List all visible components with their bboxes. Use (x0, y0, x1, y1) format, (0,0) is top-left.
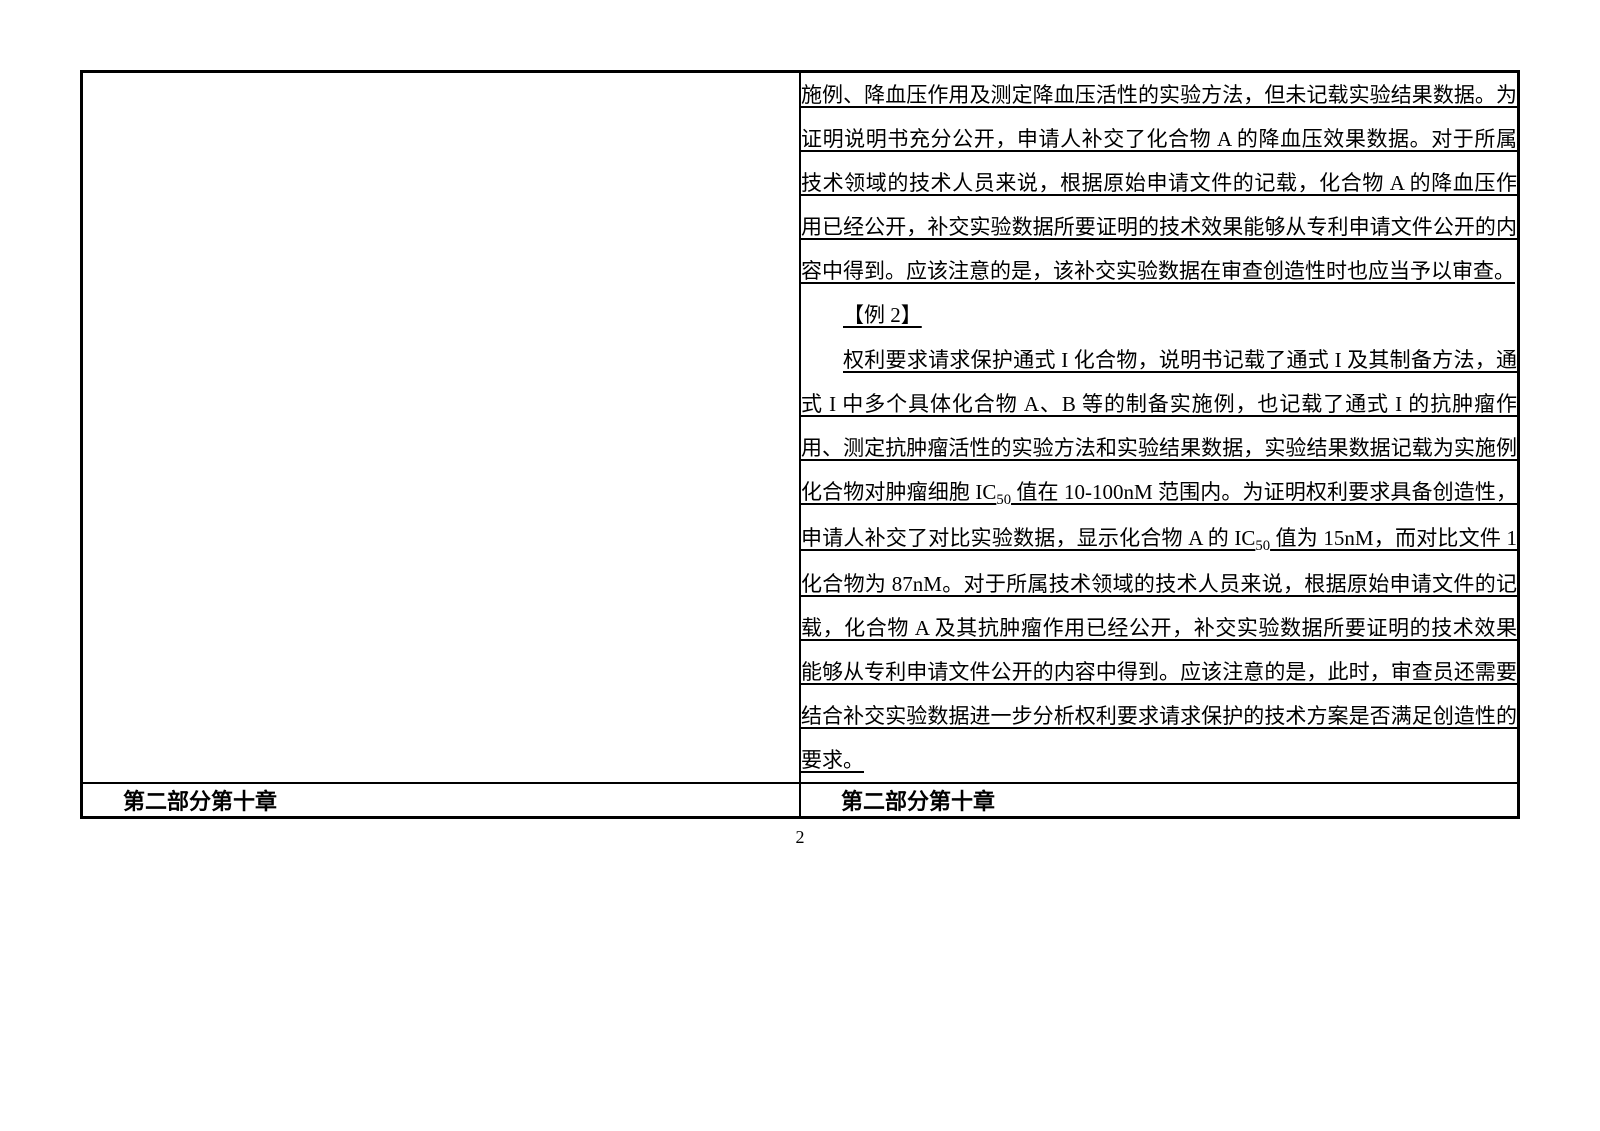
heading-row: 第二部分第十章 第二部分第十章 (82, 783, 1519, 818)
paragraph: 施例、降血压作用及测定降血压活性的实验方法，但未记载实验结果数据。为证明说明书充… (801, 73, 1517, 293)
content-row: 施例、降血压作用及测定降血压活性的实验方法，但未记载实验结果数据。为证明说明书充… (82, 72, 1519, 784)
left-heading-cell: 第二部分第十章 (82, 783, 801, 818)
comparison-table: 施例、降血压作用及测定降血压活性的实验方法，但未记载实验结果数据。为证明说明书充… (80, 70, 1520, 819)
page-number: 2 (80, 827, 1520, 848)
left-cell (82, 72, 801, 784)
right-cell: 施例、降血压作用及测定降血压活性的实验方法，但未记载实验结果数据。为证明说明书充… (800, 72, 1519, 784)
left-heading: 第二部分第十章 (83, 784, 799, 816)
paragraph: 【例 2】 (801, 293, 1517, 337)
right-heading: 第二部分第十章 (801, 784, 1517, 816)
paragraph: 权利要求请求保护通式 I 化合物，说明书记载了通式 I 及其制备方法，通式 I … (801, 338, 1517, 783)
page-container: 施例、降血压作用及测定降血压活性的实验方法，但未记载实验结果数据。为证明说明书充… (80, 70, 1520, 848)
right-heading-cell: 第二部分第十章 (800, 783, 1519, 818)
right-text-block: 施例、降血压作用及测定降血压活性的实验方法，但未记载实验结果数据。为证明说明书充… (801, 73, 1517, 782)
